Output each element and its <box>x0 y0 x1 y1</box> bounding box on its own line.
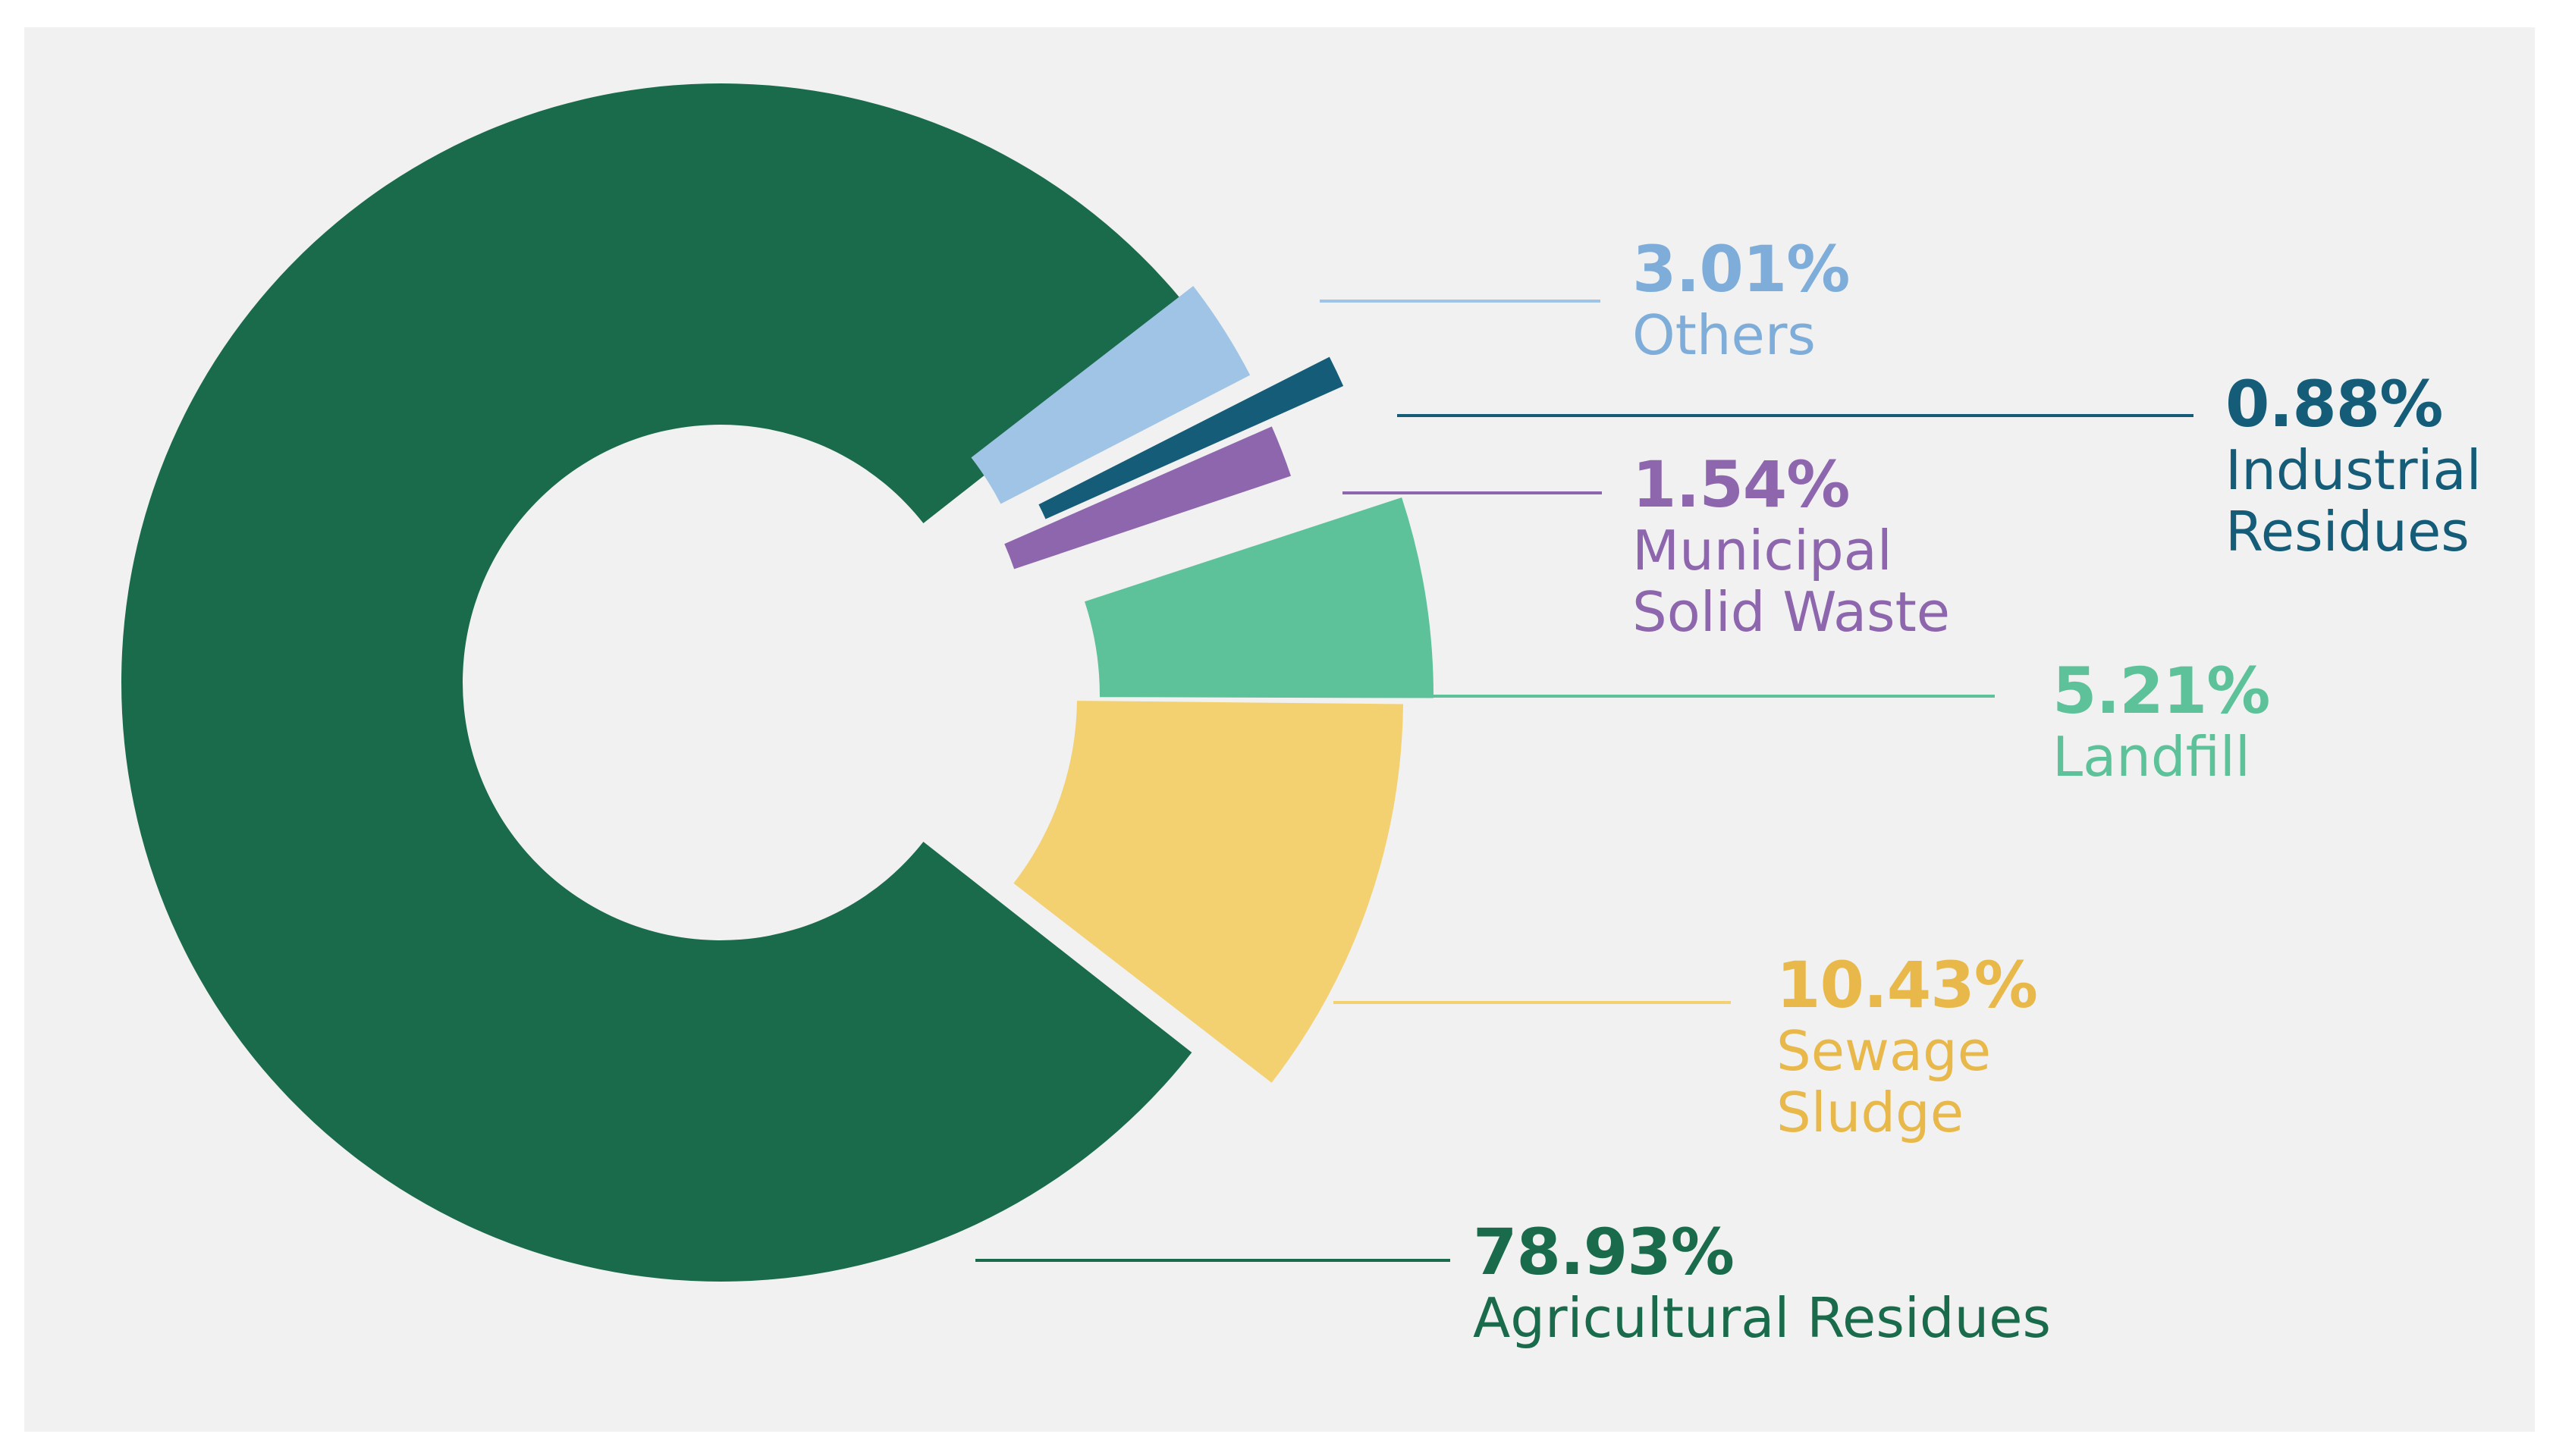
label-municipal-solid-waste: 1.54% Municipal Solid Waste <box>1632 449 1950 642</box>
municipal-name-line2: Solid Waste <box>1632 579 1951 644</box>
municipal-name-line1: Municipal <box>1632 519 1892 583</box>
others-name: Others <box>1632 303 1816 368</box>
label-agricultural-residues: 78.93% Agricultural Residues <box>1473 1216 2051 1349</box>
municipal-percent: 1.54% <box>1632 447 1850 522</box>
agricultural-percent: 78.93% <box>1473 1215 1735 1289</box>
sewage-name-line1: Sewage <box>1776 1019 1992 1084</box>
slice-landfill <box>1085 497 1434 698</box>
agricultural-name: Agricultural Residues <box>1473 1286 2052 1351</box>
label-sewage-sludge: 10.43% Sewage Sludge <box>1776 948 2038 1144</box>
landfill-name: Landfill <box>2052 725 2250 789</box>
sewage-percent: 10.43% <box>1776 948 2038 1022</box>
slice-agricultural-residues <box>121 83 1192 1282</box>
slice-industrial-residues <box>1038 356 1344 519</box>
label-landfill: 5.21% Landfill <box>2052 654 2270 789</box>
landfill-percent: 5.21% <box>2052 654 2270 728</box>
label-industrial-residues: 0.88% Industrial Residues <box>2225 369 2482 562</box>
others-percent: 3.01% <box>1632 232 1850 306</box>
industrial-name-line2: Residues <box>2225 499 2470 563</box>
sewage-name-line2: Sludge <box>1776 1080 1964 1144</box>
slice-sewage-sludge <box>1013 701 1403 1083</box>
slice-municipal-solid-waste <box>1004 426 1292 570</box>
industrial-percent: 0.88% <box>2225 367 2443 441</box>
slice-others <box>971 286 1251 504</box>
industrial-name-line1: Industrial <box>2225 438 2482 503</box>
label-others: 3.01% Others <box>1632 232 1850 368</box>
